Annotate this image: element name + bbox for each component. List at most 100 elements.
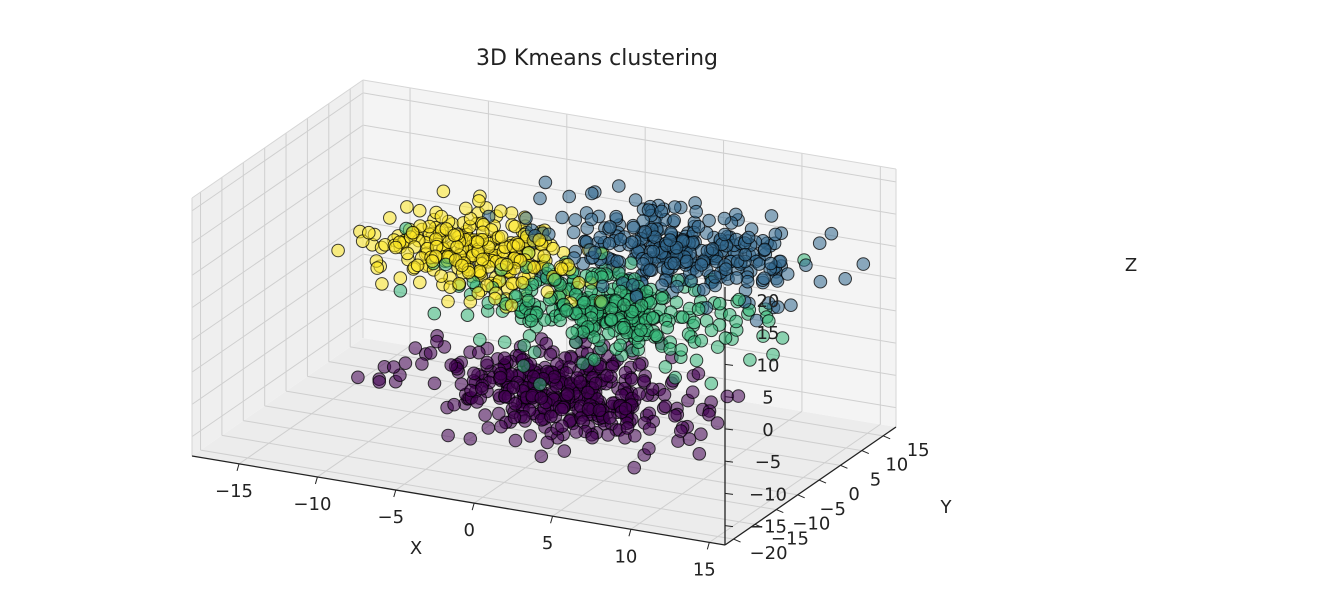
scatter-point-cluster-1 — [743, 353, 757, 367]
scatter-point-cluster-0 — [470, 395, 484, 409]
z-tick — [724, 492, 734, 495]
scatter-point-cluster-0 — [682, 432, 697, 447]
x-tick — [706, 542, 710, 550]
scatter-point-cluster-1 — [548, 272, 562, 287]
scatter-point-cluster-2 — [533, 191, 547, 206]
y-tick-label: 10 — [885, 455, 908, 476]
scatter-point-cluster-1 — [689, 353, 704, 368]
scatter-point-cluster-2 — [626, 220, 641, 235]
scatter-point-cluster-3 — [434, 269, 449, 283]
scatter-point-cluster-2 — [519, 211, 533, 226]
scatter-point-cluster-2 — [655, 278, 669, 293]
scatter-point-cluster-2 — [684, 274, 699, 288]
y-tick — [797, 494, 805, 499]
scatter-point-cluster-3 — [388, 240, 403, 255]
scatter-point-cluster-2 — [638, 225, 653, 239]
scatter-point-cluster-1 — [576, 356, 590, 371]
scatter-point-cluster-2 — [562, 189, 577, 204]
x-grid-floor — [709, 423, 881, 543]
y-tick — [733, 538, 741, 543]
scatter-point-cluster-1 — [649, 328, 663, 343]
chart-title: 3D Kmeans clustering — [476, 46, 718, 71]
y-axis-line — [724, 426, 897, 546]
scatter-point-cluster-0 — [480, 355, 494, 370]
scatter-point-cluster-1 — [660, 320, 675, 335]
scatter-point-cluster-2 — [780, 267, 795, 281]
scatter-point-cluster-2 — [646, 244, 661, 259]
y-tick — [882, 435, 891, 440]
x-grid-floor — [630, 410, 803, 530]
x-tick-label: −5 — [378, 507, 405, 528]
scatter-point-cluster-0 — [507, 410, 522, 425]
scatter-point-cluster-0 — [351, 370, 365, 385]
scatter-point-cluster-2 — [813, 274, 828, 289]
scatter-point-cluster-3 — [572, 276, 586, 290]
scatter-point-cluster-1 — [668, 370, 683, 385]
y-tick-label: −10 — [792, 514, 830, 535]
scatter-point-cluster-2 — [717, 227, 732, 242]
x-axis-line — [191, 455, 726, 546]
scatter-point-cluster-3 — [362, 225, 376, 240]
scatter-point-cluster-2 — [613, 232, 628, 247]
scatter-point-cluster-2 — [729, 271, 744, 285]
scatter-point-cluster-1 — [655, 291, 669, 306]
scatter-point-cluster-2 — [764, 256, 778, 271]
scatter-point-cluster-2 — [566, 225, 581, 240]
scatter-point-cluster-0 — [493, 370, 508, 385]
scatter-point-cluster-0 — [588, 376, 603, 391]
scatter-point-cluster-0 — [600, 368, 614, 383]
scatter-point-cluster-1 — [460, 308, 475, 323]
scatter-point-cluster-1 — [675, 310, 690, 325]
scatter-point-cluster-3 — [463, 295, 478, 309]
scatter-point-cluster-2 — [717, 211, 732, 226]
scatter-point-cluster-2 — [654, 204, 669, 219]
z-tick — [724, 525, 734, 528]
x-axis-label: X — [410, 538, 422, 559]
scatter-point-cluster-3 — [470, 235, 485, 249]
scatter-point-cluster-1 — [762, 314, 776, 328]
z-axis-label: Z — [1125, 255, 1137, 276]
scatter-point-cluster-0 — [508, 397, 523, 411]
z-grid-side — [191, 124, 364, 244]
scatter-point-cluster-0 — [668, 409, 682, 423]
scatter-point-cluster-0 — [731, 389, 746, 403]
scatter-point-cluster-0 — [557, 444, 572, 458]
scatter-point-cluster-2 — [856, 257, 871, 271]
scatter-point-cluster-3 — [412, 203, 427, 218]
scatter-point-cluster-0 — [441, 428, 455, 443]
scatter-point-cluster-0 — [408, 341, 423, 355]
scatter-point-cluster-1 — [624, 256, 638, 270]
z-grid-back — [362, 92, 897, 183]
scatter-point-cluster-3 — [331, 243, 345, 258]
scatter-point-cluster-1 — [712, 296, 727, 311]
scatter-point-cluster-0 — [475, 381, 489, 396]
scatter-point-cluster-0 — [506, 380, 521, 395]
scatter-point-cluster-1 — [517, 338, 531, 353]
scatter-point-cluster-2 — [603, 220, 617, 234]
z-grid-side — [191, 156, 364, 276]
scatter-point-cluster-3 — [393, 271, 408, 285]
scatter-point-cluster-2 — [705, 242, 720, 256]
scatter-point-cluster-2 — [689, 204, 704, 219]
scatter-point-cluster-2 — [719, 262, 733, 277]
scatter-point-cluster-0 — [573, 375, 588, 389]
scatter-point-cluster-0 — [691, 366, 706, 381]
scatter-point-cluster-1 — [524, 313, 539, 328]
z-tick-label: 10 — [757, 355, 780, 376]
scatter-point-cluster-1 — [559, 304, 573, 318]
scatter-point-cluster-1 — [718, 331, 733, 345]
scatter-point-cluster-0 — [540, 435, 555, 450]
scatter-point-cluster-3 — [447, 228, 462, 243]
tick-labels: −15−10−5051015−20−15−10−5051015−15−10−50… — [215, 291, 930, 580]
scatter-point-cluster-1 — [766, 347, 780, 362]
y-grid-floor — [200, 449, 734, 540]
scatter-point-cluster-2 — [768, 227, 783, 242]
scatter-point-cluster-1 — [634, 323, 648, 337]
scatter-point-cluster-0 — [601, 428, 615, 442]
scatter-point-cluster-1 — [756, 329, 770, 343]
scatter-point-cluster-2 — [609, 209, 623, 224]
scatter-point-cluster-3 — [471, 286, 486, 300]
scatter-point-cluster-0 — [702, 407, 716, 422]
scatter-point-cluster-3 — [383, 211, 397, 225]
